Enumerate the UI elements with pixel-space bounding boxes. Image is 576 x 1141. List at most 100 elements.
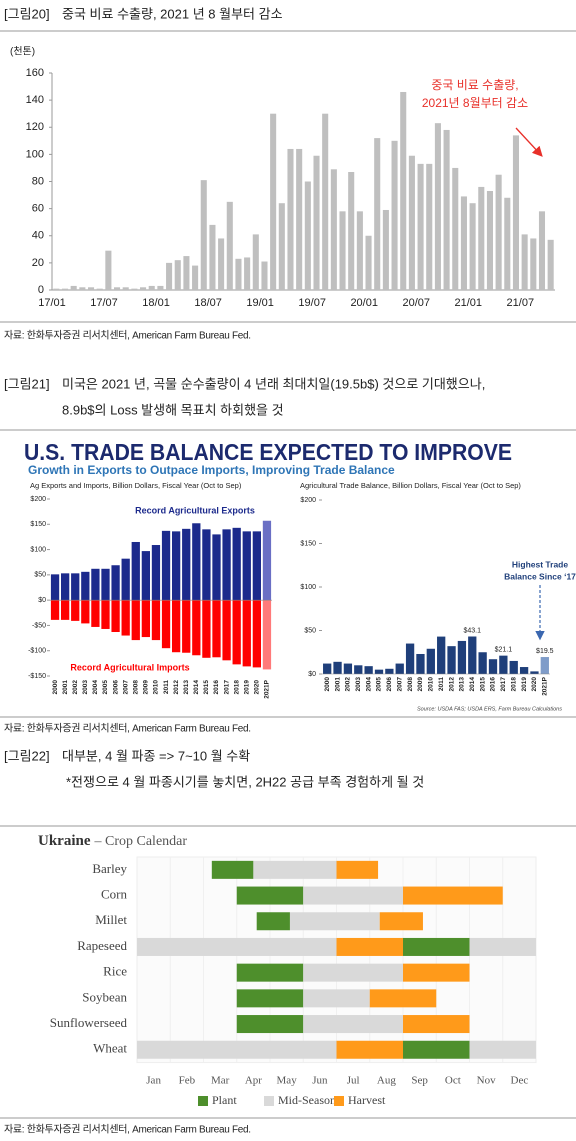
- x-tick-label: 2015: [479, 677, 486, 692]
- bar: [157, 285, 164, 290]
- bar: [131, 600, 140, 641]
- phase-bar: [289, 912, 380, 931]
- bar: [50, 600, 60, 620]
- bar: [313, 155, 320, 290]
- x-tick-label: 2018: [233, 680, 240, 695]
- x-tick-label: 2000: [324, 677, 331, 692]
- x-tick-label: 2015: [203, 680, 210, 695]
- legend-swatch: [334, 1096, 344, 1106]
- bar: [538, 211, 546, 290]
- bar: [96, 288, 103, 290]
- figure-label: [그림20]: [4, 6, 50, 21]
- bar: [212, 600, 221, 658]
- bar: [235, 258, 242, 290]
- y-tick-label: $50: [304, 627, 316, 634]
- chart-title: Agricultural Trade Balance, Billion Doll…: [300, 481, 521, 490]
- x-tick-label: 18/01: [142, 297, 170, 309]
- bar: [278, 203, 285, 290]
- bar: [434, 123, 441, 291]
- bar: [232, 527, 241, 601]
- chart-title-main: Ukraine: [38, 833, 91, 849]
- y-tick-label: -$100: [28, 648, 46, 655]
- bar: [478, 652, 487, 674]
- x-tick-label: 2012: [173, 680, 180, 695]
- bar: [322, 113, 329, 290]
- bar: [121, 600, 130, 636]
- bar: [356, 211, 363, 290]
- x-tick-label: 18/07: [194, 297, 222, 309]
- x-tick-label: 2006: [386, 677, 393, 692]
- phase-bar: [236, 989, 304, 1008]
- bar: [202, 600, 211, 658]
- y-tick-label: -$150: [28, 673, 46, 680]
- bar: [71, 573, 80, 601]
- x-tick-label: 2006: [112, 680, 119, 695]
- bar: [405, 643, 415, 674]
- annotation: 중국 비료 수출량,: [431, 78, 518, 92]
- bar: [183, 256, 190, 290]
- bar: [486, 190, 493, 290]
- chart-title: Ukraine – Crop Calendar: [38, 833, 187, 849]
- x-tick-label: 2020: [531, 677, 538, 692]
- x-tick-label: Apr: [245, 1075, 262, 1087]
- legend-swatch: [198, 1096, 208, 1106]
- figure-caption: 미국은 2021 년, 곡물 순수출량이 4 년래 최대치일(19.5b$) 것…: [62, 376, 485, 391]
- y-tick-label: $200: [300, 497, 316, 504]
- bar: [408, 155, 415, 290]
- bar: [209, 224, 216, 290]
- bar: [192, 523, 201, 601]
- phase-bar: [469, 1040, 536, 1059]
- x-tick-label: 2019: [521, 677, 528, 692]
- figure-label: [그림22]: [4, 748, 50, 763]
- bar: [343, 663, 353, 674]
- figure-caption: 대부분, 4 월 파종 => 7~10 월 수확: [62, 748, 250, 763]
- bar: [244, 257, 251, 290]
- annotation-arrow: [515, 127, 543, 157]
- phase-bar: [336, 1040, 403, 1059]
- bar: [457, 640, 467, 674]
- bar: [218, 238, 225, 290]
- bar: [252, 531, 262, 601]
- x-tick-label: 2009: [143, 680, 150, 695]
- phase-bar: [403, 1040, 470, 1059]
- bar: [382, 209, 389, 290]
- bar: [53, 288, 60, 290]
- x-tick-label: 2019: [243, 680, 250, 695]
- bar: [547, 239, 554, 290]
- bar: [222, 529, 231, 601]
- bar: [242, 600, 251, 667]
- x-tick-label: 2014: [193, 680, 200, 695]
- series-label: Record Agricultural Imports: [70, 662, 189, 672]
- bar: [460, 196, 467, 290]
- annotation: Highest Trade: [512, 559, 568, 569]
- bar: [114, 287, 121, 290]
- phase-bar: [137, 937, 337, 956]
- x-tick-label: 2013: [459, 677, 466, 692]
- x-tick-label: Jul: [347, 1075, 360, 1087]
- bar: [385, 668, 394, 674]
- chart-title: Ag Exports and Imports, Billion Dollars,…: [30, 481, 242, 490]
- bar: [452, 167, 459, 290]
- bar: [60, 573, 70, 601]
- bar: [364, 666, 373, 674]
- y-tick-label: 80: [32, 175, 44, 187]
- x-tick-label: 2002: [345, 677, 352, 692]
- bar: [148, 285, 155, 290]
- bar: [105, 250, 112, 290]
- bar: [499, 655, 508, 674]
- row-label: Barley: [92, 861, 127, 876]
- x-tick-label: Jun: [312, 1075, 328, 1087]
- x-tick-label: May: [277, 1075, 298, 1087]
- bar: [530, 671, 539, 674]
- bar: [111, 565, 120, 601]
- x-tick-label: 19/01: [246, 297, 274, 309]
- data-label: $43.1: [464, 627, 482, 634]
- bar: [202, 529, 211, 601]
- row-label: Corn: [101, 887, 128, 902]
- x-tick-label: 2017: [500, 677, 507, 692]
- bar: [151, 545, 161, 601]
- annotation: 2021년 8월부터 감소: [422, 96, 528, 110]
- bar: [81, 600, 90, 624]
- phase-bar: [303, 963, 403, 982]
- bar: [509, 660, 518, 674]
